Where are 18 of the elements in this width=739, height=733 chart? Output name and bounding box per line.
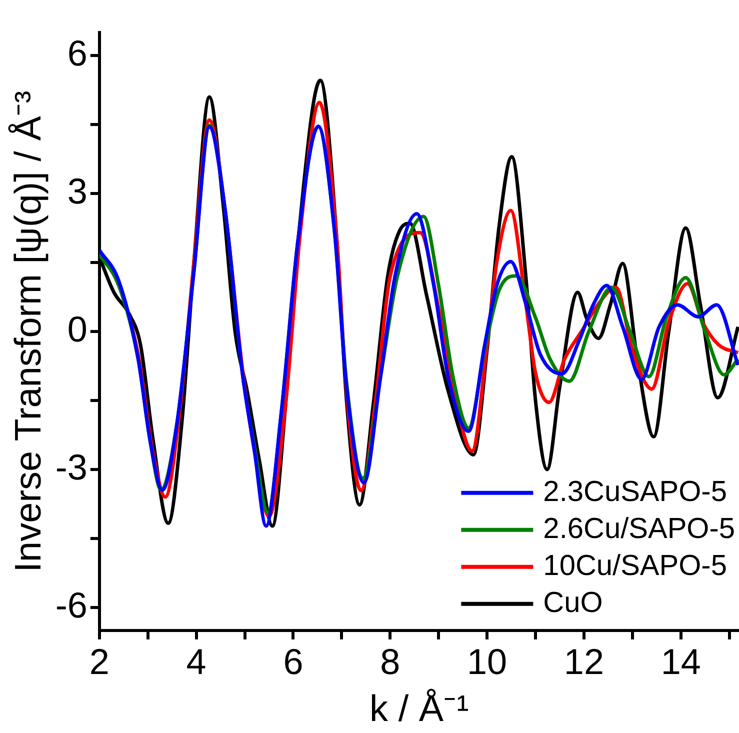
y-tick-label: -3	[55, 446, 88, 488]
y-tick-label: 3	[67, 170, 88, 212]
x-tick-label: 10	[467, 640, 508, 682]
y-tick-label: -6	[55, 584, 88, 626]
x-tick-label: 2	[89, 640, 110, 682]
x-tick-label: 4	[186, 640, 206, 682]
x-axis-title: k / Å⁻¹	[370, 688, 469, 730]
x-tick-label: 14	[660, 640, 701, 682]
legend-label: 2.6Cu/SAPO-5	[543, 512, 736, 545]
x-tick-label: 12	[564, 640, 604, 682]
y-tick-label: 0	[67, 308, 88, 350]
legend-label: CuO	[543, 586, 603, 619]
legend-label: 10Cu/SAPO-5	[543, 550, 727, 582]
x-tick-label: 6	[283, 640, 304, 682]
x-tick-label: 8	[380, 640, 400, 682]
y-axis-title: Inverse Transform [ψ(q)] / Å⁻³	[7, 90, 48, 572]
legend-label: 2.3CuSAPO-5	[543, 476, 727, 508]
y-tick-label: 6	[67, 32, 88, 74]
